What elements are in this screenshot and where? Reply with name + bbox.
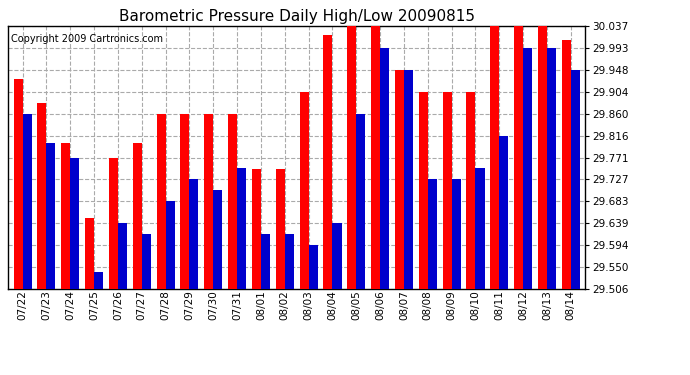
Bar <box>380 48 389 289</box>
Bar <box>500 135 509 289</box>
Bar <box>70 158 79 289</box>
Bar <box>237 168 246 289</box>
Bar <box>85 217 94 289</box>
Bar <box>166 201 175 289</box>
Bar <box>514 26 523 289</box>
Bar <box>252 169 261 289</box>
Bar <box>132 143 141 289</box>
Bar <box>261 234 270 289</box>
Bar <box>452 180 461 289</box>
Bar <box>23 114 32 289</box>
Bar <box>46 143 55 289</box>
Bar <box>190 180 199 289</box>
Bar <box>475 168 484 289</box>
Bar <box>141 234 151 289</box>
Bar <box>419 92 428 289</box>
Bar <box>356 114 365 289</box>
Bar <box>285 234 294 289</box>
Bar <box>404 70 413 289</box>
Bar <box>523 48 532 289</box>
Bar <box>37 103 46 289</box>
Bar <box>180 114 190 289</box>
Bar <box>276 169 285 289</box>
Bar <box>228 114 237 289</box>
Bar <box>571 70 580 289</box>
Bar <box>395 70 404 289</box>
Bar <box>61 143 70 289</box>
Title: Barometric Pressure Daily High/Low 20090815: Barometric Pressure Daily High/Low 20090… <box>119 9 475 24</box>
Bar <box>157 114 166 289</box>
Bar <box>442 92 452 289</box>
Bar <box>491 26 500 289</box>
Bar <box>371 26 380 289</box>
Bar <box>466 92 475 289</box>
Bar <box>14 79 23 289</box>
Bar <box>213 190 222 289</box>
Bar <box>538 26 547 289</box>
Bar <box>547 48 556 289</box>
Bar <box>347 26 356 289</box>
Text: Copyright 2009 Cartronics.com: Copyright 2009 Cartronics.com <box>11 34 163 44</box>
Bar <box>562 40 571 289</box>
Bar <box>118 223 127 289</box>
Bar <box>204 114 213 289</box>
Bar <box>94 272 103 289</box>
Bar <box>428 180 437 289</box>
Bar <box>308 245 317 289</box>
Bar <box>299 92 308 289</box>
Bar <box>333 223 342 289</box>
Bar <box>109 158 118 289</box>
Bar <box>324 34 333 289</box>
